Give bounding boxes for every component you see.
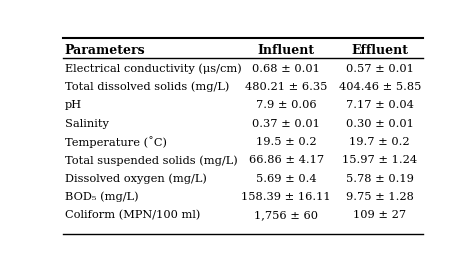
Text: Total suspended solids (mg/L): Total suspended solids (mg/L) bbox=[65, 155, 237, 166]
Text: 0.57 ± 0.01: 0.57 ± 0.01 bbox=[346, 64, 414, 73]
Text: 5.69 ± 0.4: 5.69 ± 0.4 bbox=[256, 174, 317, 184]
Text: Influent: Influent bbox=[257, 44, 315, 57]
Text: 66.86 ± 4.17: 66.86 ± 4.17 bbox=[248, 155, 324, 165]
Text: 158.39 ± 16.11: 158.39 ± 16.11 bbox=[241, 192, 331, 202]
Text: 15.97 ± 1.24: 15.97 ± 1.24 bbox=[342, 155, 417, 165]
Text: Coliform (MPN/100 ml): Coliform (MPN/100 ml) bbox=[65, 210, 200, 221]
Text: 480.21 ± 6.35: 480.21 ± 6.35 bbox=[245, 82, 327, 92]
Text: 0.30 ± 0.01: 0.30 ± 0.01 bbox=[346, 119, 414, 129]
Text: 404.46 ± 5.85: 404.46 ± 5.85 bbox=[338, 82, 421, 92]
Text: 7.17 ± 0.04: 7.17 ± 0.04 bbox=[346, 100, 414, 110]
Text: Effluent: Effluent bbox=[351, 44, 408, 57]
Text: Salinity: Salinity bbox=[65, 119, 109, 129]
Text: 1,756 ± 60: 1,756 ± 60 bbox=[254, 210, 318, 221]
Text: 5.78 ± 0.19: 5.78 ± 0.19 bbox=[346, 174, 414, 184]
Text: 109 ± 27: 109 ± 27 bbox=[353, 210, 406, 221]
Text: 19.5 ± 0.2: 19.5 ± 0.2 bbox=[256, 137, 317, 147]
Text: Dissolved oxygen (mg/L): Dissolved oxygen (mg/L) bbox=[65, 173, 207, 184]
Text: 19.7 ± 0.2: 19.7 ± 0.2 bbox=[349, 137, 410, 147]
Text: BOD₅ (mg/L): BOD₅ (mg/L) bbox=[65, 192, 138, 202]
Text: 0.37 ± 0.01: 0.37 ± 0.01 bbox=[252, 119, 320, 129]
Text: pH: pH bbox=[65, 100, 82, 110]
Text: 0.68 ± 0.01: 0.68 ± 0.01 bbox=[252, 64, 320, 73]
Text: Electrical conductivity (μs/cm): Electrical conductivity (μs/cm) bbox=[65, 63, 242, 74]
Text: Parameters: Parameters bbox=[65, 44, 146, 57]
Text: 7.9 ± 0.06: 7.9 ± 0.06 bbox=[256, 100, 317, 110]
Text: 9.75 ± 1.28: 9.75 ± 1.28 bbox=[346, 192, 414, 202]
Text: Total dissolved solids (mg/L): Total dissolved solids (mg/L) bbox=[65, 82, 229, 92]
Text: Temperature (˚C): Temperature (˚C) bbox=[65, 136, 167, 148]
